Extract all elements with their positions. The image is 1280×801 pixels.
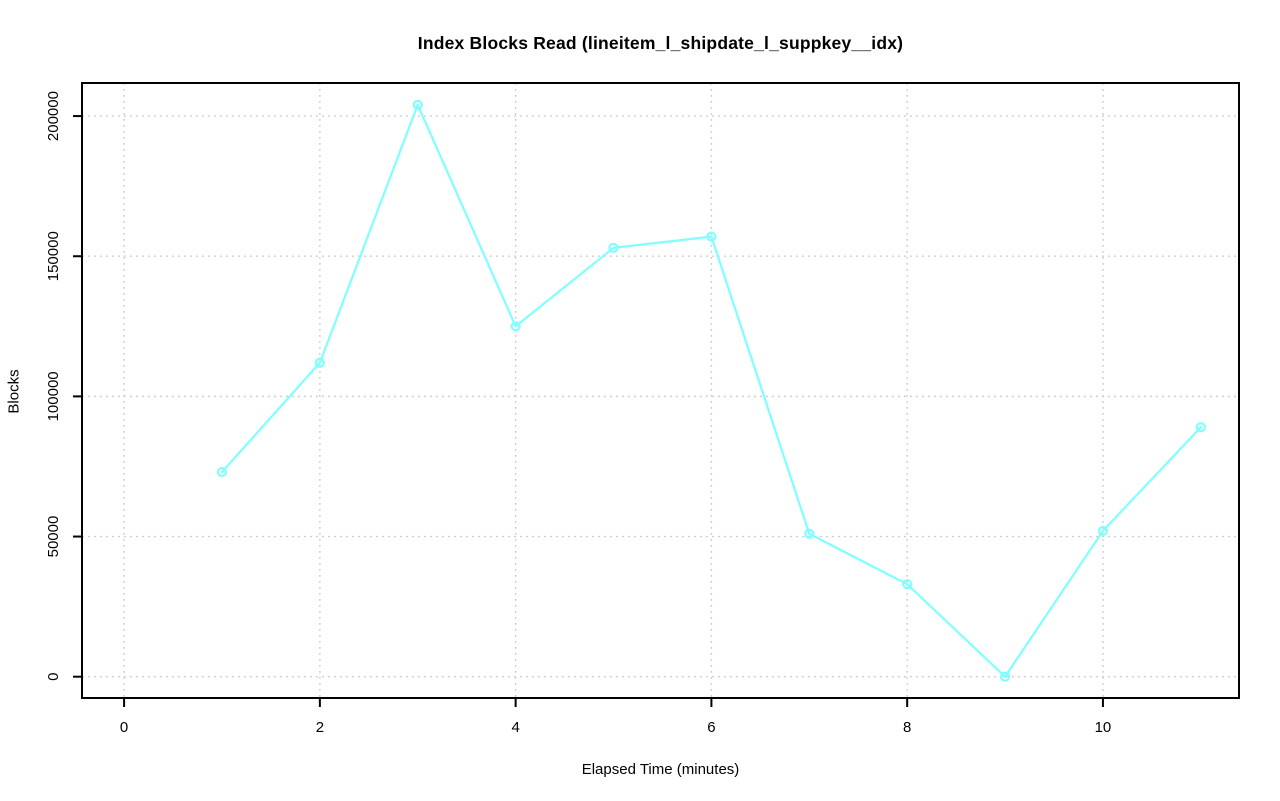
x-tick-label: 0	[120, 719, 128, 736]
y-tick-label: 100000	[45, 371, 62, 421]
data-line	[220, 103, 1202, 678]
x-tick-label: 2	[316, 719, 324, 736]
y-tick-label: 150000	[45, 231, 62, 281]
data-point-marker	[1097, 525, 1109, 537]
x-tick-label: 4	[511, 719, 519, 736]
data-point-marker	[902, 579, 913, 590]
x-tick-label: 6	[707, 719, 715, 736]
data-point-marker	[608, 242, 619, 253]
y-tick-label: 50000	[45, 516, 62, 558]
y-axis-label: Blocks	[5, 369, 23, 414]
x-tick-label: 8	[903, 719, 911, 736]
plot-border	[81, 82, 1240, 699]
x-tick-label: 10	[1095, 719, 1112, 736]
data-point-marker	[1195, 422, 1206, 433]
y-tick-label: 0	[45, 673, 62, 681]
data-point-marker	[706, 231, 717, 242]
data-point-marker	[804, 528, 815, 539]
y-tick-label: 200000	[45, 91, 62, 141]
data-point-marker	[510, 321, 521, 332]
data-point-marker	[999, 671, 1011, 682]
data-point-marker	[412, 99, 423, 110]
data-point-marker	[314, 357, 325, 368]
data-point-marker	[216, 466, 228, 478]
chart-title: Index Blocks Read (lineitem_l_shipdate_l…	[417, 33, 904, 53]
x-axis-label: Elapsed Time (minutes)	[581, 761, 740, 778]
